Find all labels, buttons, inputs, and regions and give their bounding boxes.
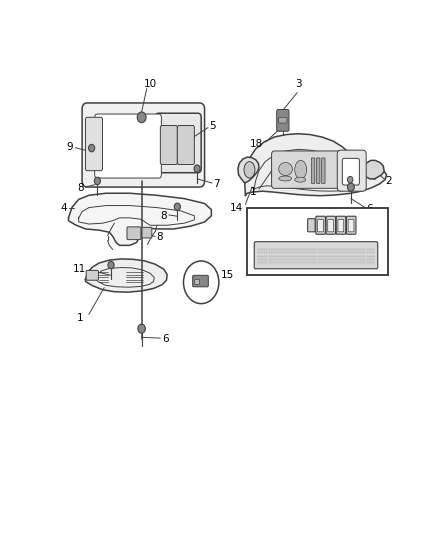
Text: 3: 3 — [294, 79, 301, 90]
FancyBboxPatch shape — [271, 151, 341, 188]
Circle shape — [174, 203, 180, 211]
Circle shape — [194, 165, 200, 172]
FancyBboxPatch shape — [325, 216, 335, 235]
Text: 1: 1 — [249, 187, 256, 197]
Polygon shape — [68, 193, 211, 245]
FancyBboxPatch shape — [317, 220, 322, 232]
Text: 14: 14 — [229, 203, 243, 213]
FancyBboxPatch shape — [141, 227, 152, 238]
Text: 10: 10 — [143, 79, 156, 90]
FancyBboxPatch shape — [347, 220, 353, 232]
FancyBboxPatch shape — [127, 227, 141, 240]
FancyBboxPatch shape — [194, 279, 199, 284]
Circle shape — [183, 261, 219, 304]
Text: 8: 8 — [156, 232, 162, 242]
FancyBboxPatch shape — [192, 276, 208, 287]
Text: 6: 6 — [162, 334, 168, 344]
Polygon shape — [244, 134, 386, 196]
Text: 8: 8 — [159, 211, 166, 221]
FancyBboxPatch shape — [315, 216, 325, 235]
Text: 7: 7 — [213, 179, 219, 189]
Circle shape — [137, 112, 146, 123]
FancyBboxPatch shape — [276, 109, 288, 131]
FancyBboxPatch shape — [86, 270, 98, 280]
FancyBboxPatch shape — [85, 117, 102, 171]
FancyBboxPatch shape — [336, 216, 345, 235]
FancyBboxPatch shape — [316, 158, 319, 183]
Text: 9: 9 — [66, 142, 73, 152]
Circle shape — [347, 183, 353, 191]
Text: 11: 11 — [73, 264, 86, 274]
Circle shape — [347, 176, 352, 183]
FancyBboxPatch shape — [160, 126, 177, 165]
Text: 2: 2 — [385, 176, 391, 186]
Text: 6: 6 — [366, 204, 372, 214]
FancyBboxPatch shape — [336, 150, 365, 191]
FancyBboxPatch shape — [247, 207, 387, 276]
FancyBboxPatch shape — [155, 113, 201, 173]
Text: 1: 1 — [77, 313, 84, 324]
Polygon shape — [362, 160, 383, 179]
Polygon shape — [85, 259, 167, 292]
Text: 8: 8 — [77, 183, 84, 193]
FancyBboxPatch shape — [311, 158, 314, 183]
Circle shape — [94, 177, 100, 184]
Ellipse shape — [294, 177, 305, 182]
Text: 15: 15 — [220, 270, 233, 279]
Ellipse shape — [278, 176, 291, 181]
Ellipse shape — [244, 161, 254, 178]
FancyBboxPatch shape — [278, 117, 286, 123]
FancyBboxPatch shape — [327, 220, 333, 232]
FancyBboxPatch shape — [342, 158, 359, 185]
Text: 5: 5 — [209, 122, 216, 131]
FancyBboxPatch shape — [177, 126, 194, 165]
Polygon shape — [237, 157, 258, 183]
Ellipse shape — [278, 163, 292, 175]
Circle shape — [138, 324, 145, 333]
FancyBboxPatch shape — [95, 114, 161, 178]
FancyBboxPatch shape — [307, 219, 314, 232]
FancyBboxPatch shape — [337, 220, 343, 232]
FancyBboxPatch shape — [346, 216, 355, 235]
Ellipse shape — [294, 160, 306, 179]
FancyBboxPatch shape — [254, 241, 377, 269]
Text: 12: 12 — [251, 240, 264, 251]
FancyBboxPatch shape — [82, 103, 204, 187]
FancyBboxPatch shape — [321, 158, 324, 183]
Circle shape — [108, 261, 114, 269]
Text: 18: 18 — [250, 139, 263, 149]
Text: 4: 4 — [60, 203, 67, 213]
Circle shape — [88, 144, 95, 152]
